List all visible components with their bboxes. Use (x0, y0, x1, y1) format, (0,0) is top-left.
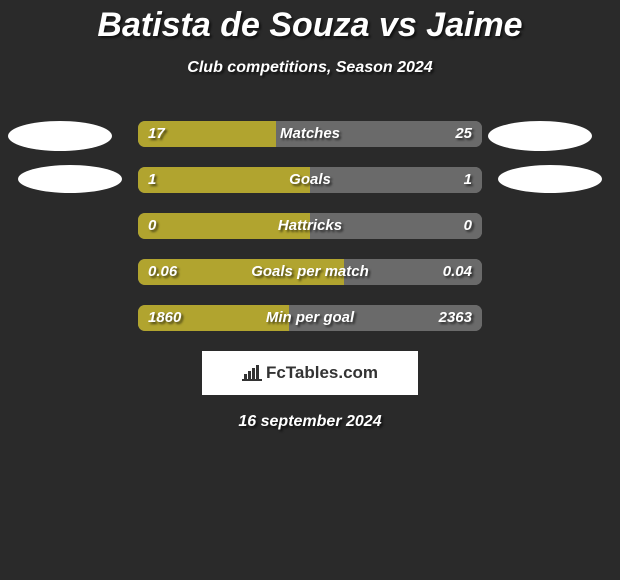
player-right-avatar-top (488, 121, 592, 151)
player-left-avatar-top (8, 121, 112, 151)
chart-area: 17 Matches 25 1 Goals 1 0 Hattricks 0 0.… (0, 121, 620, 431)
player-right-avatar-bottom (498, 165, 602, 193)
stat-bar-left (138, 305, 289, 331)
stat-row-goals-per-match: 0.06 Goals per match 0.04 (138, 259, 482, 285)
stat-bar-right (344, 259, 482, 285)
bar-chart-icon (242, 365, 262, 381)
source-logo-box: FcTables.com (202, 351, 418, 395)
stat-row-min-per-goal: 1860 Min per goal 2363 (138, 305, 482, 331)
stat-bar-right (310, 167, 482, 193)
snapshot-date: 16 september 2024 (0, 413, 620, 431)
stat-bar-left (138, 121, 276, 147)
stat-bar-right (310, 213, 482, 239)
stat-bar-left (138, 259, 344, 285)
stat-bar-right (289, 305, 482, 331)
stat-bar-left (138, 167, 310, 193)
comparison-infographic: Batista de Souza vs Jaime Club competiti… (0, 6, 620, 580)
stat-row-hattricks: 0 Hattricks 0 (138, 213, 482, 239)
stat-bar-left (138, 213, 310, 239)
page-title: Batista de Souza vs Jaime (0, 6, 620, 45)
source-logo-text: FcTables.com (266, 363, 378, 383)
source-logo: FcTables.com (242, 363, 378, 383)
stat-row-matches: 17 Matches 25 (138, 121, 482, 147)
stat-bar-right (276, 121, 482, 147)
page-subtitle: Club competitions, Season 2024 (0, 59, 620, 77)
player-left-avatar-bottom (18, 165, 122, 193)
stat-row-goals: 1 Goals 1 (138, 167, 482, 193)
